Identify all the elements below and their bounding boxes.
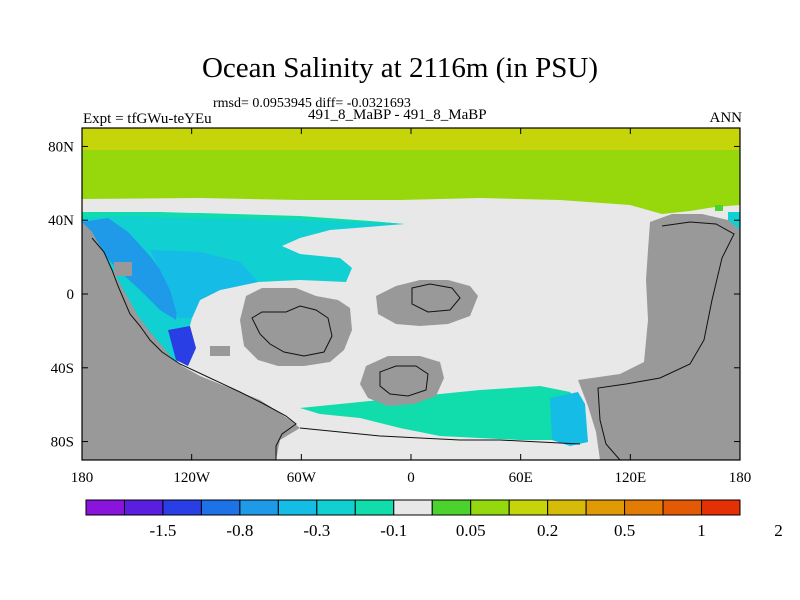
colorbar-label: -0.8: [226, 521, 253, 540]
coast-america: [91, 237, 297, 460]
green-patch: [715, 205, 723, 211]
coast-antarctic: [299, 427, 581, 445]
x-tick-label: 120W: [173, 470, 211, 486]
y-axis: 80N 40N 0 40S 80S: [48, 139, 740, 451]
y-tick-label: 40N: [48, 213, 74, 229]
land-africa: [376, 280, 478, 326]
colorbar-label: -1.5: [149, 521, 176, 540]
colorbar-swatch: [162, 499, 202, 516]
colorbar: -1.5 -0.8 -0.3 -0.1 0.05 0.2 0.5 1 2: [85, 499, 783, 540]
colorbar-swatch: [239, 499, 279, 516]
land-south-africa: [360, 356, 444, 406]
y-tick-label: 0: [67, 287, 75, 303]
colorbar-label: 2: [774, 521, 783, 540]
stats-line: rmsd= 0.0953945 diff= -0.0321693: [213, 96, 411, 111]
land-asia-australia: [578, 214, 740, 460]
south-pacific-dark-blue: [168, 326, 196, 366]
colorbar-swatch: [624, 499, 664, 516]
north-atlantic-green-edge: [82, 194, 740, 214]
north-pacific-cyan: [82, 212, 405, 362]
southern-indian-light-blue: [550, 392, 588, 446]
colorbar-swatch: [85, 499, 125, 516]
land-island: [210, 346, 230, 356]
colorbar-swatch: [123, 499, 164, 516]
colorbar-swatch: [701, 499, 741, 516]
colorbar-swatch: [508, 499, 549, 516]
north-pacific-teal: [82, 212, 404, 224]
y-tick-label: 80N: [48, 139, 74, 155]
x-tick-label: 180: [729, 470, 752, 486]
colorbar-swatch: [585, 499, 626, 516]
coastlines: [91, 221, 735, 460]
chart-subtitle: 491_8_MaBP - 491_8_MaBP: [308, 107, 487, 123]
salinity-field: [82, 128, 740, 460]
x-tick-label: 120E: [614, 470, 646, 486]
land-america: [82, 222, 300, 460]
colorbar-label: 0.5: [614, 521, 635, 540]
colorbar-swatch: [470, 499, 510, 516]
colorbar-swatch: [200, 499, 241, 516]
colorbar-swatch: [431, 499, 472, 516]
colorbar-label: 1: [697, 521, 706, 540]
coast-africa: [411, 283, 461, 313]
colorbar-swatch: [662, 499, 703, 516]
colorbar-label: -0.1: [380, 521, 407, 540]
x-tick-label: 60E: [509, 470, 533, 486]
x-tick-label: 60W: [287, 470, 317, 486]
colorbar-swatch: [393, 499, 433, 516]
southern-ocean-teal: [300, 386, 585, 440]
colorbar-swatch: [547, 499, 587, 516]
colorbar-label: -0.3: [303, 521, 330, 540]
arctic-yellow-green-band: [82, 128, 740, 150]
colorbar-swatch: [316, 499, 356, 516]
season-label: ANN: [709, 110, 743, 126]
coast-south-africa: [379, 365, 429, 397]
chart-title: Ocean Salinity at 2116m (in PSU): [201, 52, 599, 84]
land-south-america: [240, 288, 352, 366]
experiment-label: Expt = tfGWu-teYEu: [83, 111, 212, 127]
x-tick-label: 0: [407, 470, 415, 486]
east-pacific-light-blue: [150, 250, 258, 318]
x-tick-label: 180: [71, 470, 94, 486]
y-tick-label: 80S: [51, 435, 74, 451]
arctic-green-band: [82, 150, 740, 194]
coast-asia: [597, 221, 735, 460]
colorbar-label: 0.05: [456, 521, 486, 540]
colorbar-label: 0.2: [537, 521, 558, 540]
y-tick-label: 40S: [51, 361, 74, 377]
land-island-west: [114, 262, 132, 276]
colorbar-swatch: [277, 499, 318, 516]
coast-south-america: [251, 305, 333, 357]
colorbar-swatch: [354, 499, 395, 516]
x-axis: 180 120W 60W 0 60E 120E 180: [71, 128, 752, 486]
